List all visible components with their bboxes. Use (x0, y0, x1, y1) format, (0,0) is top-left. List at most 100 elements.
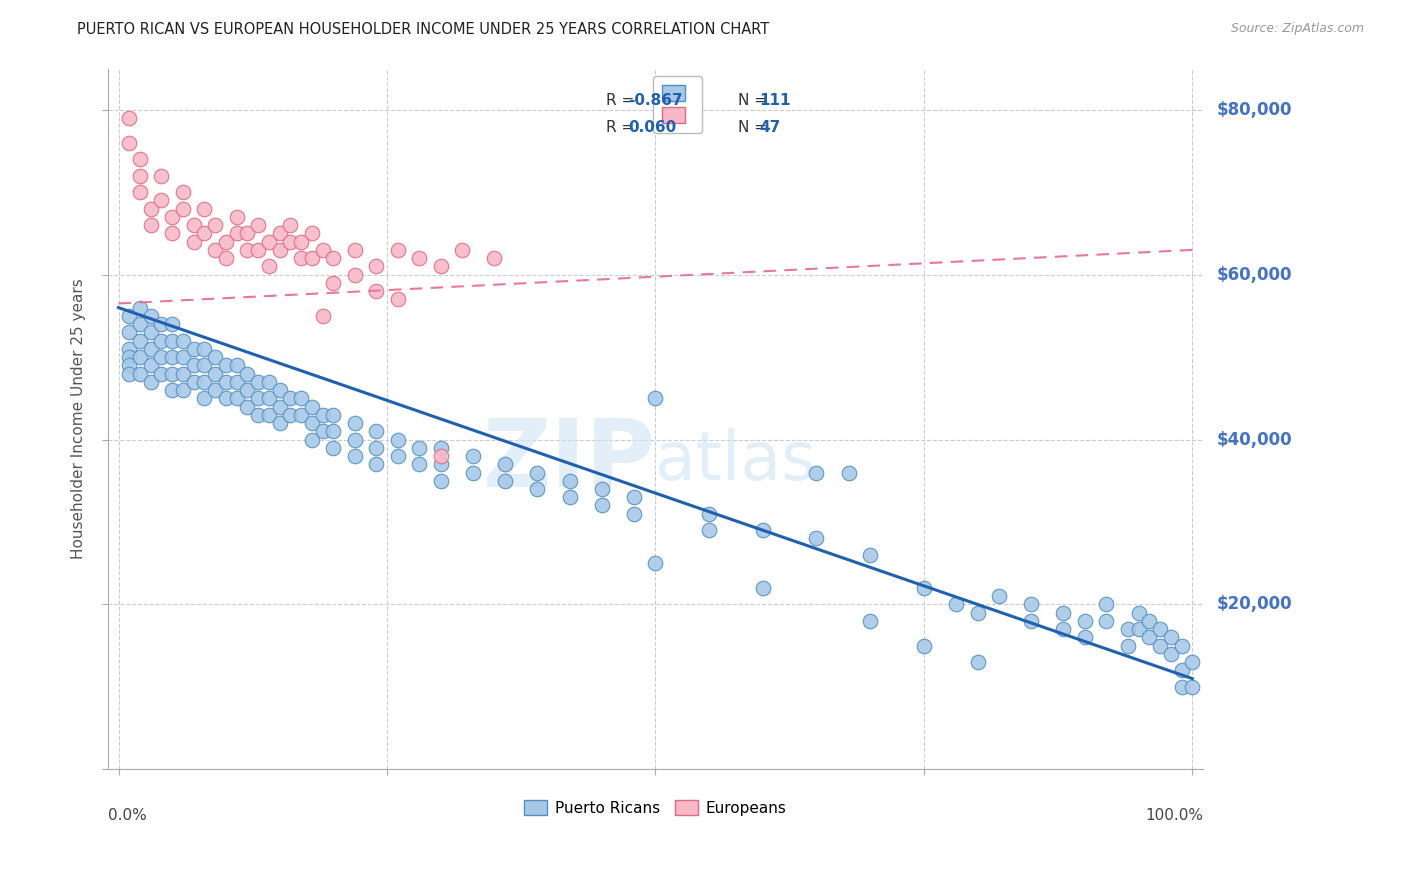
Point (558, 490, 581, 504)
Point (429, 449, 451, 463)
Point (461, 466, 484, 480)
Point (1149, 622, 1171, 636)
Point (150, 334, 173, 348)
Point (204, 243, 226, 257)
Point (1074, 614, 1097, 628)
Point (118, 359, 141, 373)
Point (160, 334, 183, 348)
Point (118, 111, 141, 125)
Point (247, 218, 270, 232)
Point (172, 367, 194, 381)
Point (269, 383, 291, 397)
Text: $20,000: $20,000 (1218, 596, 1292, 614)
Point (204, 383, 226, 397)
Point (343, 433, 366, 447)
Point (160, 383, 183, 397)
Point (343, 243, 366, 257)
Point (257, 260, 280, 274)
Point (752, 523, 775, 537)
Point (1019, 598, 1042, 612)
Text: $80,000: $80,000 (1218, 101, 1292, 119)
Point (183, 235, 205, 249)
Point (204, 350, 226, 364)
Point (129, 301, 152, 315)
Point (366, 441, 388, 455)
Point (429, 474, 451, 488)
Point (139, 309, 162, 323)
Point (1181, 655, 1204, 669)
Point (1128, 622, 1150, 636)
Point (269, 416, 291, 430)
Point (451, 243, 474, 257)
Point (193, 359, 215, 373)
Point (752, 581, 775, 595)
Point (859, 548, 882, 562)
Point (172, 383, 194, 397)
Text: ZIP: ZIP (482, 415, 655, 507)
Point (1170, 639, 1192, 653)
Point (215, 375, 238, 389)
Point (278, 392, 301, 406)
Point (644, 392, 666, 406)
Point (193, 375, 215, 389)
Text: PUERTO RICAN VS EUROPEAN HOUSEHOLDER INCOME UNDER 25 YEARS CORRELATION CHART: PUERTO RICAN VS EUROPEAN HOUSEHOLDER INC… (77, 22, 769, 37)
Point (387, 243, 409, 257)
Text: 0.060: 0.060 (628, 120, 676, 135)
Point (591, 499, 613, 513)
Point (408, 251, 430, 265)
Point (290, 235, 312, 249)
Point (139, 342, 162, 356)
Point (311, 408, 333, 422)
Point (311, 424, 333, 438)
Point (290, 251, 312, 265)
Point (247, 392, 270, 406)
Point (290, 392, 312, 406)
Point (247, 243, 270, 257)
Point (150, 194, 173, 208)
Point (1160, 647, 1182, 661)
Point (311, 309, 333, 323)
Text: 111: 111 (759, 93, 792, 108)
Point (215, 235, 238, 249)
Point (150, 367, 173, 381)
Point (1137, 614, 1160, 628)
Point (322, 424, 344, 438)
Point (129, 185, 152, 199)
Point (139, 218, 162, 232)
Point (366, 457, 388, 471)
Point (183, 342, 205, 356)
Point (429, 441, 451, 455)
Point (591, 482, 613, 496)
Point (118, 309, 141, 323)
Point (225, 375, 247, 389)
Point (129, 152, 152, 166)
Text: $40,000: $40,000 (1218, 431, 1292, 449)
Point (1095, 614, 1118, 628)
Point (172, 202, 194, 216)
Point (343, 416, 366, 430)
Point (139, 326, 162, 340)
Point (225, 227, 247, 241)
Point (129, 334, 152, 348)
Point (236, 383, 259, 397)
Point (129, 317, 152, 331)
Point (183, 218, 205, 232)
Point (183, 359, 205, 373)
Text: Source: ZipAtlas.com: Source: ZipAtlas.com (1230, 22, 1364, 36)
Point (343, 268, 366, 282)
Point (1128, 606, 1150, 620)
Point (301, 433, 323, 447)
Point (301, 227, 323, 241)
Point (160, 210, 183, 224)
Point (150, 169, 173, 183)
Point (183, 375, 205, 389)
Point (150, 317, 173, 331)
Point (215, 392, 238, 406)
Point (429, 260, 451, 274)
Point (461, 449, 484, 463)
Point (172, 350, 194, 364)
Text: $60,000: $60,000 (1218, 266, 1292, 284)
Point (257, 375, 280, 389)
Point (859, 614, 882, 628)
Point (408, 441, 430, 455)
